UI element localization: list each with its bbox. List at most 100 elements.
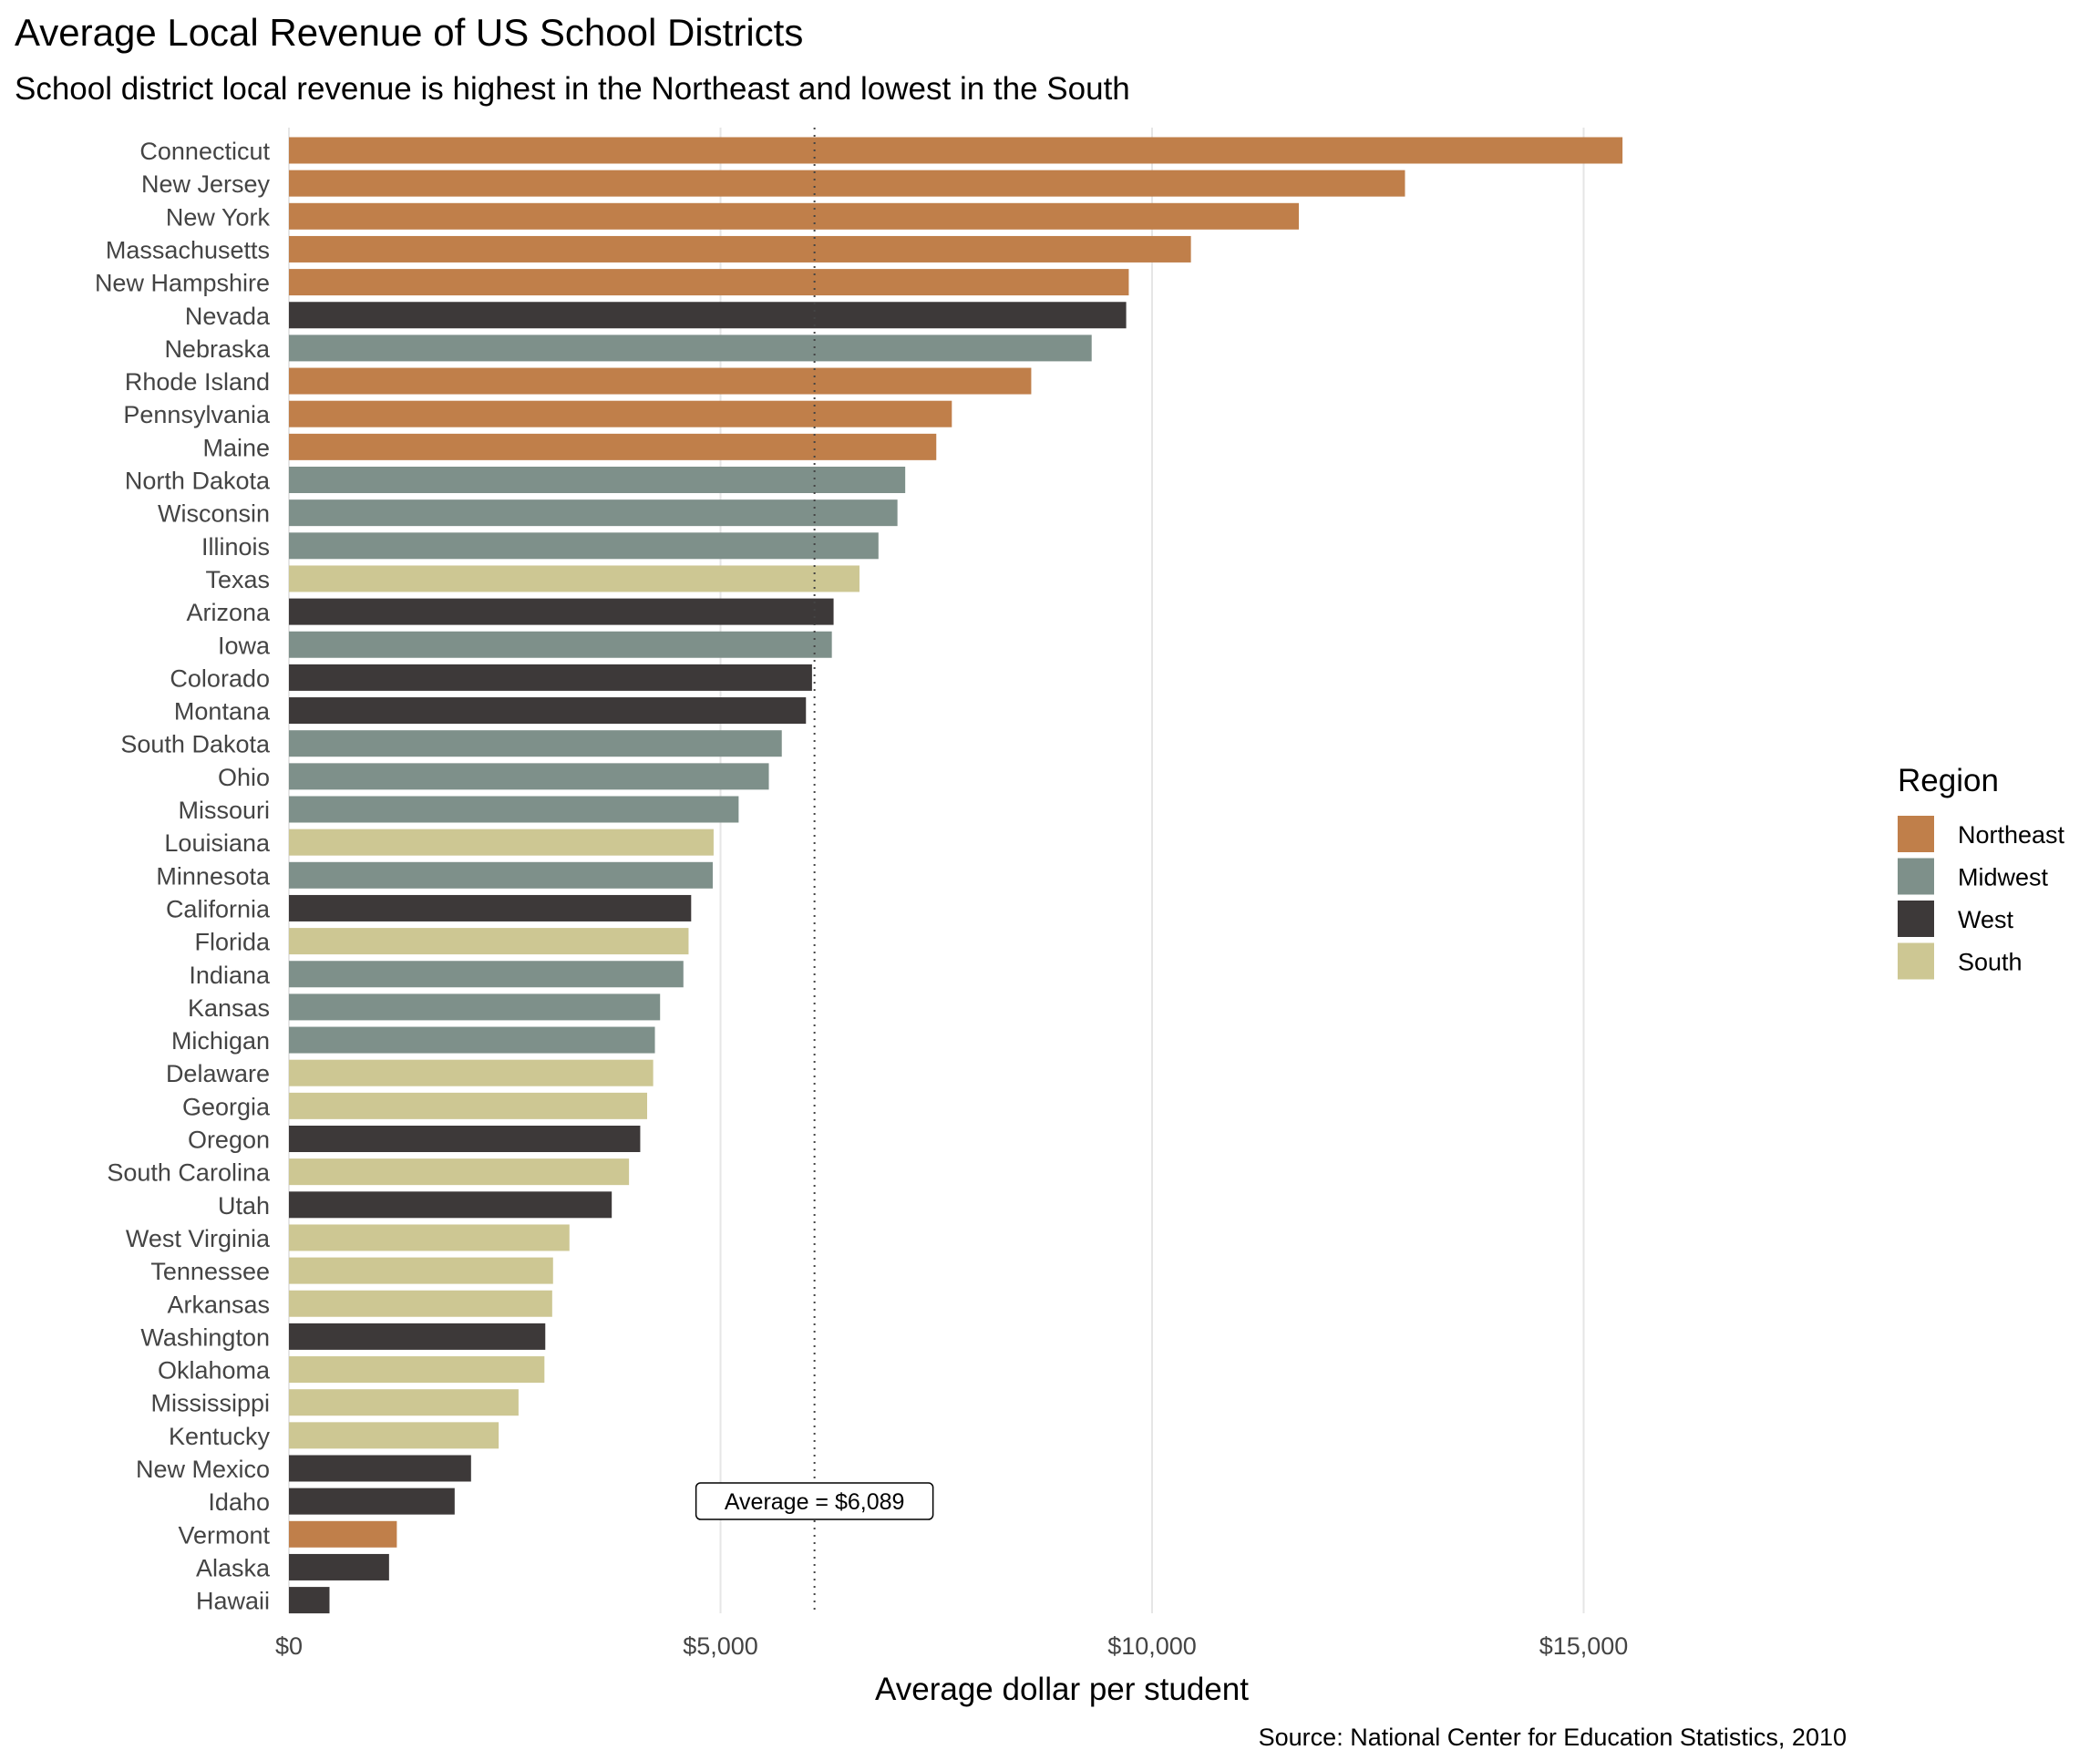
y-category-label: Hawaii [196,1588,270,1615]
y-category-label: Montana [174,698,271,726]
bar [289,1059,654,1086]
bar [289,928,689,955]
bar [289,367,1032,395]
bar [289,961,684,988]
bar [289,137,1623,164]
average-label: Average = $6,089 [725,1489,905,1515]
bar [289,499,898,527]
y-category-label: Kansas [188,994,270,1022]
bar [289,235,1191,262]
x-tick-label: $0 [275,1632,303,1660]
x-axis-title: Average dollar per student [875,1672,1249,1707]
y-category-label: Nevada [185,303,271,330]
bar [289,730,782,757]
bar [289,598,834,625]
bar [289,1520,397,1548]
bar [289,1389,519,1416]
legend-label: South [1958,949,2023,976]
bar [289,1026,655,1054]
y-category-label: Connecticut [139,138,270,165]
y-category-label: Ohio [218,764,270,791]
y-category-label: Washington [140,1323,270,1351]
y-category-label: South Carolina [107,1159,271,1187]
y-category-label: Pennsylvania [123,401,271,428]
y-category-label: Illinois [201,533,270,561]
y-category-label: Missouri [178,797,270,824]
bar [289,1126,641,1152]
y-category-label: Arkansas [167,1291,270,1318]
y-category-label: Louisiana [164,829,271,857]
y-category-label: Minnesota [156,862,271,890]
legend-swatch [1898,942,1934,980]
legend-swatch [1898,858,1934,895]
legend-label: Midwest [1958,864,2049,891]
y-category-label: Maine [202,434,270,461]
bar [289,302,1127,329]
bar [289,1092,648,1119]
y-category-label: Florida [194,929,271,956]
bar [289,532,879,560]
y-category-label: Massachusetts [106,236,270,263]
bar [289,170,1405,197]
y-category-label: New York [166,203,271,231]
y-category-label: California [166,895,271,922]
chart-subtitle: School district local revenue is highest… [15,71,1130,107]
y-category-label: Arizona [186,599,271,626]
bar [289,565,860,592]
y-category-label: Tennessee [150,1258,270,1285]
y-category-label: Vermont [178,1521,270,1549]
y-category-label: Indiana [189,962,271,989]
legend: Region Northeast Midwest West South [1898,763,2065,980]
bar [289,202,1299,230]
x-axis: $0 $5,000 $10,000 $15,000 [275,1632,1628,1660]
y-category-label: West Virginia [126,1225,271,1252]
y-category-label: North Dakota [125,468,271,495]
category-labels: Connecticut New Jersey New York Massachuset… [95,138,271,1615]
y-category-label: Alaska [196,1554,271,1581]
legend-label: West [1958,906,2014,933]
bar [289,1158,630,1186]
chart-title: Average Local Revenue of US School Distr… [15,11,804,54]
y-category-label: Kentucky [169,1423,271,1450]
legend-swatch [1898,816,1934,852]
y-category-label: Mississippi [150,1390,270,1417]
y-category-label: South Dakota [120,731,271,758]
legend-title: Region [1898,763,1999,798]
bar [289,1257,553,1284]
bar [289,1356,545,1384]
y-category-label: New Jersey [141,170,271,198]
x-tick-label: $10,000 [1107,1632,1197,1660]
y-category-label: Colorado [170,664,270,692]
bar [289,763,769,790]
y-category-label: Wisconsin [158,500,270,528]
y-category-label: Oregon [188,1127,270,1154]
bar [289,1191,612,1219]
average-label-box [695,1482,934,1520]
average-reference: Average = $6,089 [695,128,934,1613]
y-category-label: Michigan [171,1027,270,1055]
bar [289,1488,455,1515]
bar [289,894,692,921]
source-note: Source: National Center for Education St… [1259,1724,1847,1750]
legend-swatch [1898,901,1934,937]
y-category-label: Delaware [166,1060,270,1087]
y-category-label: Nebraska [164,335,271,363]
y-category-label: Texas [205,566,270,593]
bar [289,631,832,658]
bars [289,137,1623,1614]
bar [289,796,739,823]
bar [289,400,952,427]
y-category-label: New Mexico [136,1456,270,1483]
bar [289,829,714,856]
x-tick-label: $15,000 [1539,1632,1629,1660]
bar [289,269,1129,296]
y-category-label: New Hampshire [95,270,270,297]
bar [289,1290,552,1317]
bar [289,664,812,691]
y-category-label: Idaho [208,1488,270,1516]
y-category-label: Georgia [182,1093,271,1120]
bar [289,697,807,725]
bar [289,467,906,493]
bar [289,993,661,1021]
